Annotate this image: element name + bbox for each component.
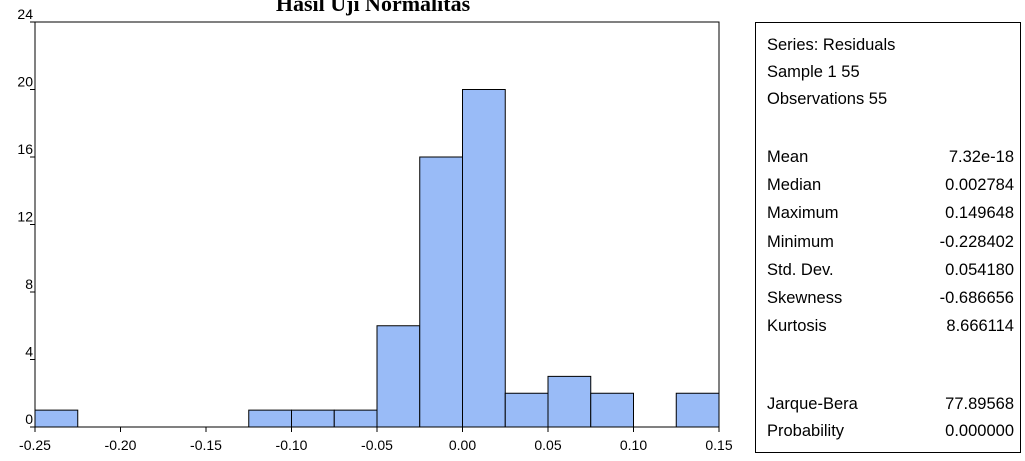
stat-label: Mean: [767, 148, 809, 166]
stat-row-mean: Mean 7.32e-18: [767, 148, 1014, 172]
y-tick-label: 20: [17, 74, 33, 90]
stat-row-probability: Probability 0.000000: [767, 422, 1014, 446]
histogram-bar-11: [504, 392, 549, 428]
stat-row-kurtosis: Kurtosis 8.666114: [767, 317, 1014, 341]
y-tick-label: 24: [17, 6, 33, 22]
sample-label: Sample 1 55: [767, 63, 860, 81]
y-tick-label: 0: [25, 411, 33, 427]
y-tick-label: 8: [25, 276, 33, 292]
stat-label: Kurtosis: [767, 317, 827, 336]
observations-label: Observations 55: [767, 90, 888, 108]
stat-row-std-dev: Std. Dev. 0.054180: [767, 261, 1014, 285]
stat-row-maximum: Maximum 0.149648: [767, 204, 1014, 228]
stat-row-jarque-bera: Jarque-Bera 77.89568: [767, 395, 1014, 419]
stat-label: Median: [767, 176, 822, 195]
histogram-bar-12: [547, 375, 592, 428]
histogram-bar-5: [248, 409, 292, 428]
stat-label: Std. Dev.: [767, 260, 834, 279]
histogram-bar-13: [590, 392, 634, 428]
x-tick-label: 0.00: [449, 437, 476, 453]
histogram-bar-15: [675, 392, 720, 428]
stat-value: 77.89568: [945, 395, 1014, 413]
stat-value: 0.054180: [945, 260, 1014, 279]
x-tick-label: 0.05: [534, 437, 561, 453]
stat-row-median: Median 0.002784: [767, 176, 1014, 200]
stat-value: 8.666114: [946, 317, 1014, 336]
stat-value: 0.149648: [945, 204, 1014, 223]
series-label: Series: Residuals: [767, 36, 896, 54]
y-tick-label: 16: [17, 141, 33, 157]
histogram-bar-7: [333, 409, 378, 428]
x-tick-label: 0.10: [620, 437, 647, 453]
x-tick-label: -0.05: [361, 437, 393, 453]
histogram-bar-9: [419, 156, 463, 428]
stat-label: Probability: [767, 422, 845, 440]
statistics-panel: Series: Residuals Sample 1 55 Observatio…: [755, 22, 1021, 453]
x-tick-label: 0.15: [705, 437, 732, 453]
stat-row-skewness: Skewness -0.686656: [767, 289, 1014, 313]
stat-value: -0.228402: [939, 232, 1014, 251]
stat-label: Minimum: [767, 232, 834, 251]
histogram-bar-0: [34, 409, 79, 428]
stat-value: 7.32e-18: [948, 148, 1014, 166]
stat-value: 0.002784: [945, 176, 1014, 195]
x-tick-label: -0.10: [276, 437, 308, 453]
histogram-bar-8: [376, 325, 421, 428]
stat-value: -0.686656: [939, 289, 1014, 307]
stat-label: Skewness: [767, 289, 843, 307]
chart-title: Hasil Uji Normalitas: [275, 0, 471, 16]
y-tick-label: 12: [17, 209, 33, 225]
stat-value: 0.000000: [945, 422, 1014, 440]
stat-label: Jarque-Bera: [767, 395, 858, 413]
x-tick-label: -0.15: [190, 437, 222, 453]
x-tick-label: -0.20: [105, 437, 137, 453]
y-tick-label: 4: [25, 344, 33, 360]
stat-row-minimum: Minimum -0.228402: [767, 233, 1014, 257]
x-tick-label: -0.25: [19, 437, 51, 453]
histogram-chart: 0 4 8 12 16 20 24 -0.25 -0.20 -0.15 -0.10 -0.05 0.00…: [17, 6, 732, 453]
stat-label: Maximum: [767, 204, 839, 223]
histogram-bar-6: [291, 409, 335, 428]
histogram-bar-10: [462, 89, 506, 428]
